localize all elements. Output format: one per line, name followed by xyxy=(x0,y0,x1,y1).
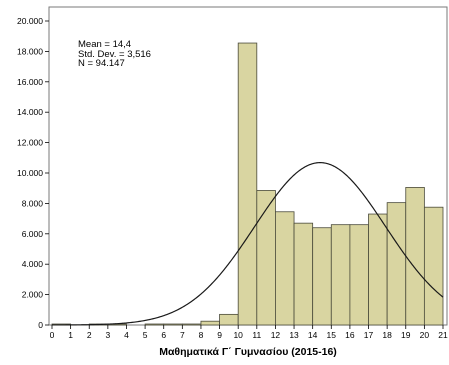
histogram-bar-5 xyxy=(144,323,165,326)
x-tick-label: 18 xyxy=(382,330,392,340)
y-tick-label: 8.000 xyxy=(22,198,44,208)
histogram-bar-14 xyxy=(312,227,332,326)
histogram-bar-6 xyxy=(163,323,183,326)
x-tick-label: 6 xyxy=(161,330,166,340)
histogram-bar-9 xyxy=(219,313,239,326)
x-tick-label: 1 xyxy=(68,330,73,340)
histogram-bar-18 xyxy=(386,202,407,326)
normal-curve xyxy=(52,162,444,326)
mean-label: Mean = 14,4 xyxy=(78,39,132,50)
histogram-bar-13 xyxy=(293,222,314,326)
x-tick-label: 19 xyxy=(401,330,411,340)
x-tick-label: 12 xyxy=(271,330,281,340)
histogram-bar-16 xyxy=(349,224,369,326)
x-tick-label: 3 xyxy=(105,330,110,340)
x-axis: 0 1 2 3 4 5 6 7 8 9 10 11 12 13 14 15 16 17 18 19 20 21 xyxy=(50,325,448,340)
x-tick-label: 16 xyxy=(345,330,355,340)
y-tick-label: 2.000 xyxy=(22,290,44,300)
y-tick-label: 4.000 xyxy=(22,259,44,269)
y-tick-label: 16.000 xyxy=(17,77,43,87)
x-tick-label: 14 xyxy=(308,330,318,340)
x-tick-label: 21 xyxy=(438,330,448,340)
bars-group xyxy=(51,42,444,326)
x-tick-label: 8 xyxy=(199,330,204,340)
histogram-bar-17 xyxy=(368,213,388,326)
x-tick-label: 20 xyxy=(420,330,430,340)
x-tick-label: 2 xyxy=(87,330,92,340)
histogram-bar-15 xyxy=(330,224,351,326)
x-tick-label: 9 xyxy=(217,330,222,340)
y-tick-label: 12.000 xyxy=(17,138,43,148)
statistics-box: Mean = 14,4 Std. Dev. = 3,516 N = 94.147 xyxy=(68,21,186,82)
x-tick-label: 4 xyxy=(124,330,129,340)
y-tick-label: 0 xyxy=(38,320,43,330)
x-axis-title: Μαθηματικά Γ΄ Γυμνασίου (2015-16) xyxy=(159,346,337,358)
x-tick-label: 13 xyxy=(289,330,299,340)
histogram-bar-10 xyxy=(237,42,258,326)
y-tick-label: 6.000 xyxy=(22,229,44,239)
n-label: N = 94.147 xyxy=(78,58,125,69)
histogram-bar-12 xyxy=(275,211,295,326)
histogram-bar-20 xyxy=(423,206,444,326)
x-tick-label: 5 xyxy=(143,330,148,340)
histogram-bar-19 xyxy=(405,187,425,326)
x-tick-label: 15 xyxy=(327,330,337,340)
y-tick-label: 18.000 xyxy=(17,46,43,56)
y-tick-label: 20.000 xyxy=(17,16,43,26)
histogram-bar-11 xyxy=(256,190,276,326)
y-tick-label: 10.000 xyxy=(17,168,43,178)
y-axis: 0 2.000 4.000 6.000 8.000 10.000 12.000 14.000 1… xyxy=(17,16,49,330)
x-tick-label: 10 xyxy=(233,330,243,340)
histogram-bar-8 xyxy=(200,320,220,326)
std-dev-label: Std. Dev. = 3,516 xyxy=(78,48,151,60)
x-tick-label: 11 xyxy=(252,330,261,340)
histogram-bar-7 xyxy=(181,323,202,326)
y-tick-label: 14.000 xyxy=(17,107,43,117)
x-tick-label: 17 xyxy=(364,330,374,340)
x-tick-label: 0 xyxy=(50,330,55,340)
x-tick-label: 7 xyxy=(180,330,185,340)
